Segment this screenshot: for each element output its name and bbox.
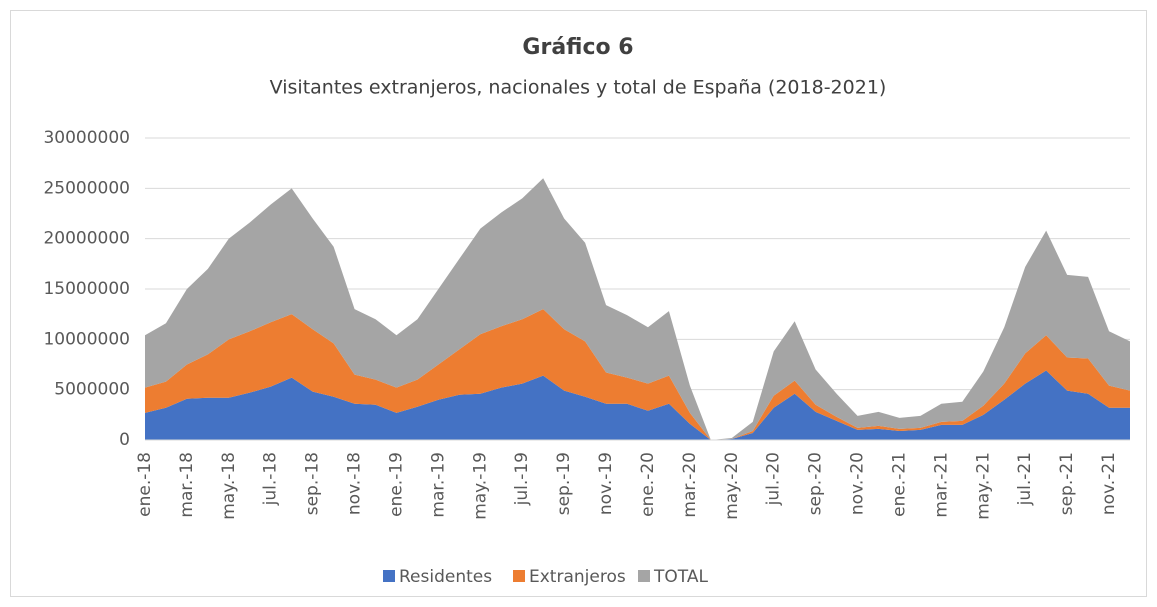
x-tick-label: sep.-21 [1057,452,1077,515]
x-tick-label: jul.-18 [261,452,281,506]
x-tick-label: nov.-21 [1099,452,1119,515]
x-tick-label: nov.-18 [345,452,365,515]
y-tick-label: 20000000 [43,229,130,249]
x-tick-label: may.-19 [470,452,490,520]
x-tick-label: mar.-19 [428,452,448,518]
x-tick-label: jul.-19 [512,452,532,506]
x-tick-label: jul.-21 [1015,452,1035,506]
x-tick-label: may.-21 [973,452,993,520]
legend-swatch [513,570,525,582]
x-tick-label: mar.-21 [931,452,951,518]
x-tick-label: ene.-19 [386,452,406,517]
area [145,178,1130,440]
x-tick-label: ene.-18 [135,452,155,517]
x-tick-label: nov.-19 [596,452,616,515]
x-tick-label: nov.-20 [848,452,868,515]
x-tick-label: sep.-18 [303,452,323,515]
y-tick-label: 0 [119,430,130,450]
x-tick-label: may.-20 [722,452,742,520]
chart-subtitle: Visitantes extranjeros, nacionales y tot… [270,77,887,99]
x-tick-label: ene.-20 [638,452,658,517]
x-tick-label: may.-18 [219,452,239,520]
x-tick-label: mar.-18 [177,452,197,518]
y-tick-label: 5000000 [54,380,130,400]
x-tick-label: jul.-20 [764,452,784,506]
x-tick-label: ene.-21 [889,452,909,517]
legend-swatch [383,570,395,582]
legend-label: Residentes [399,567,492,587]
x-tick-label: sep.-20 [806,452,826,515]
area [145,309,1130,440]
area [145,370,1130,440]
x-tick-label: mar.-20 [680,452,700,518]
legend-label: TOTAL [653,567,708,587]
x-tick-label: sep.-19 [554,452,574,515]
chart-title: Gráfico 6 [522,35,633,60]
legend-label: Extranjeros [529,567,626,587]
y-tick-label: 10000000 [43,329,130,349]
y-tick-label: 25000000 [43,178,130,198]
y-tick-label: 30000000 [43,128,130,148]
legend-swatch [638,570,650,582]
y-tick-label: 15000000 [43,279,130,299]
